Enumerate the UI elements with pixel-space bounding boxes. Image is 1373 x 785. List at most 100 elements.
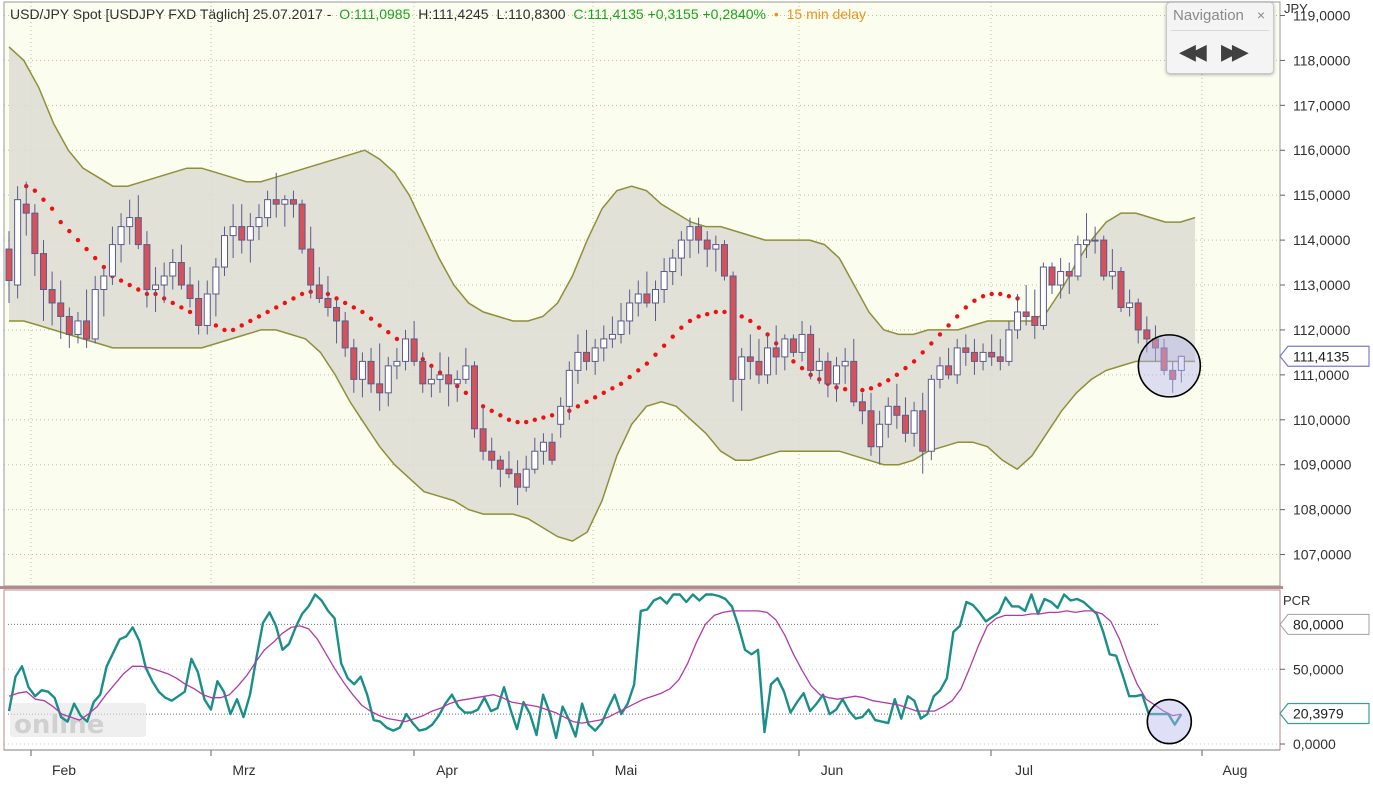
psar-dot <box>127 282 132 288</box>
candle <box>591 338 599 375</box>
candle <box>798 320 806 362</box>
candle <box>307 226 315 299</box>
candle <box>652 280 659 321</box>
candlesticks <box>5 172 1185 506</box>
psar-dot <box>799 365 805 371</box>
price-tick-label: 119,0000 <box>1293 7 1351 23</box>
candle-body <box>1031 315 1039 326</box>
time-tick-label: Mai <box>615 762 638 778</box>
pcr-tick-label: 0,0000 <box>1293 736 1336 752</box>
pane-separator[interactable] <box>0 586 1283 589</box>
pcr-y-axis: 0,0000 50,0000 PCR 80,0000 20,3979 <box>1279 593 1370 752</box>
parabolic-sar <box>24 183 1020 425</box>
psar-dot <box>351 305 356 310</box>
candle-body <box>755 360 763 376</box>
candle-body <box>634 293 642 304</box>
psar-dot <box>955 314 960 319</box>
candle <box>281 195 289 227</box>
candle <box>738 347 746 411</box>
candle-body <box>246 226 254 241</box>
psar-dot <box>524 419 529 425</box>
candle-body <box>126 217 134 228</box>
candle-body <box>376 383 384 394</box>
candle-body <box>867 410 875 448</box>
candle <box>1091 226 1099 254</box>
candle-body <box>1108 271 1116 277</box>
psar-dot <box>980 294 986 299</box>
psar-dot <box>842 387 848 392</box>
candle <box>660 258 668 303</box>
price-tick-label: 110,0000 <box>1293 412 1351 428</box>
candle-body <box>160 275 168 286</box>
candle <box>212 258 220 317</box>
psar-dot <box>239 323 244 328</box>
candle-body <box>1169 369 1177 380</box>
candle-body <box>333 306 341 322</box>
header-high: H:111,4245 <box>418 6 489 22</box>
candle-body <box>1039 266 1047 326</box>
fast-forward-button[interactable]: ▶▶ <box>1221 39 1249 64</box>
candle <box>152 267 160 312</box>
candle-body <box>470 365 478 430</box>
candle-body <box>548 441 556 461</box>
candle <box>1134 298 1142 344</box>
candle <box>858 392 866 425</box>
candle-body <box>996 356 1004 362</box>
psar-dot <box>575 404 581 409</box>
candle <box>1048 262 1056 294</box>
psar-dot <box>265 309 270 315</box>
candle-body <box>1100 239 1108 277</box>
psar-dot <box>739 314 744 319</box>
candle <box>910 401 918 447</box>
psar-dot <box>661 343 667 348</box>
candle-body <box>117 226 125 246</box>
candle <box>117 213 125 263</box>
candle <box>436 352 444 393</box>
candle <box>1014 294 1022 339</box>
pcr-ref-label-box <box>1279 613 1370 635</box>
candle <box>686 217 694 259</box>
candle <box>445 356 453 407</box>
header-delay-bullet: • <box>774 6 779 22</box>
bollinger-upper-line <box>8 46 1196 336</box>
price-tick-label: 117,0000 <box>1293 97 1351 113</box>
header-delay: 15 min delay <box>787 6 866 22</box>
candle <box>1057 258 1065 299</box>
candle <box>626 289 634 335</box>
candle-body <box>350 347 358 380</box>
psar-dot <box>463 390 469 396</box>
candle-body <box>677 239 685 259</box>
psar-dot <box>765 332 770 337</box>
candle-body <box>65 315 73 335</box>
candle-body <box>833 365 841 385</box>
candle-body <box>807 333 815 371</box>
candle-body <box>1160 347 1168 371</box>
candle <box>384 356 392 407</box>
candle <box>764 334 772 384</box>
candle <box>83 289 91 348</box>
psar-dot <box>386 329 391 335</box>
candle <box>979 343 987 371</box>
candle <box>496 455 504 488</box>
close-icon[interactable]: × <box>1256 7 1265 23</box>
navigation-divider <box>1171 30 1269 31</box>
psar-dot <box>282 300 288 306</box>
price-tick-label: 111,0000 <box>1293 367 1350 383</box>
candle <box>1031 289 1039 339</box>
candle-body <box>496 459 504 470</box>
rewind-button[interactable]: ◀◀ <box>1179 39 1207 64</box>
candle <box>1005 320 1013 366</box>
psar-dot <box>429 363 434 369</box>
psar-dot <box>868 386 874 391</box>
candle <box>376 343 384 411</box>
price-tick-label: 108,0000 <box>1293 502 1352 518</box>
psar-dot <box>299 291 305 297</box>
candle-body <box>31 212 39 255</box>
psar-dot <box>360 309 365 315</box>
candle <box>5 231 13 303</box>
candle <box>962 334 970 366</box>
candle <box>781 334 789 371</box>
psar-dot <box>601 390 606 396</box>
